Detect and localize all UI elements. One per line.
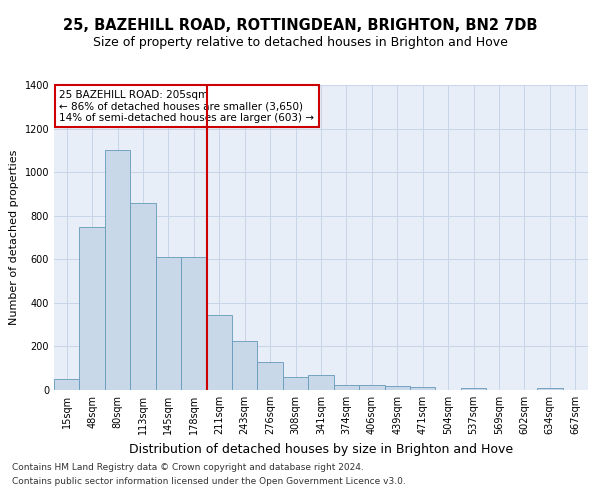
Y-axis label: Number of detached properties: Number of detached properties — [9, 150, 19, 325]
Bar — [359, 384, 385, 390]
Text: 25 BAZEHILL ROAD: 205sqm
← 86% of detached houses are smaller (3,650)
14% of sem: 25 BAZEHILL ROAD: 205sqm ← 86% of detach… — [59, 90, 314, 123]
Text: 25, BAZEHILL ROAD, ROTTINGDEAN, BRIGHTON, BN2 7DB: 25, BAZEHILL ROAD, ROTTINGDEAN, BRIGHTON… — [63, 18, 537, 32]
Bar — [79, 226, 105, 390]
Bar — [334, 384, 359, 390]
Bar — [130, 202, 156, 390]
Bar — [537, 388, 563, 390]
Bar — [308, 375, 334, 390]
Bar — [156, 257, 181, 390]
Bar — [461, 388, 486, 390]
Text: Contains HM Land Registry data © Crown copyright and database right 2024.: Contains HM Land Registry data © Crown c… — [12, 464, 364, 472]
Bar — [232, 341, 257, 390]
Bar — [410, 386, 436, 390]
Bar — [181, 257, 206, 390]
Bar — [385, 386, 410, 390]
Bar — [257, 362, 283, 390]
Bar — [54, 379, 79, 390]
Text: Size of property relative to detached houses in Brighton and Hove: Size of property relative to detached ho… — [92, 36, 508, 49]
Bar — [105, 150, 130, 390]
Text: Contains public sector information licensed under the Open Government Licence v3: Contains public sector information licen… — [12, 477, 406, 486]
X-axis label: Distribution of detached houses by size in Brighton and Hove: Distribution of detached houses by size … — [129, 442, 513, 456]
Bar — [206, 315, 232, 390]
Bar — [283, 377, 308, 390]
